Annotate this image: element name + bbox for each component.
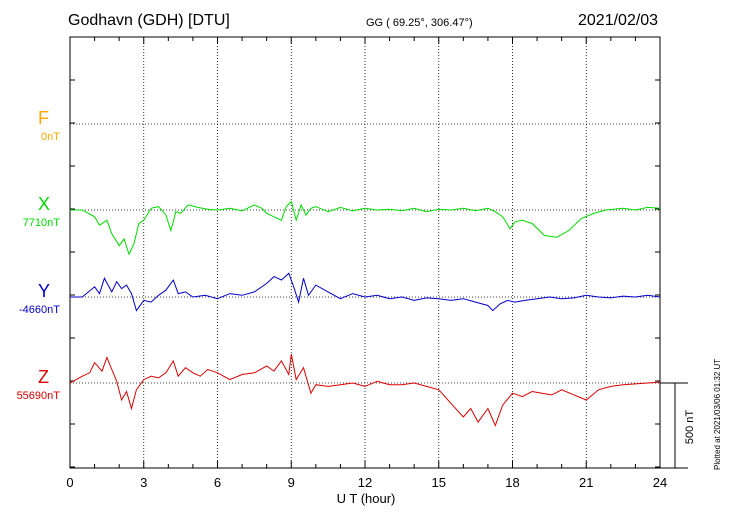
x-tick-label-21: 21 xyxy=(579,475,593,490)
x-ticks: 0 3 6 9 12 15 18 21 24 xyxy=(66,37,667,490)
label-x: X xyxy=(38,194,51,214)
series-line-y xyxy=(70,272,661,312)
station-title: Godhavn (GDH) [DTU] xyxy=(68,12,230,29)
series-line-x xyxy=(70,200,661,256)
station-coordinates: GG ( 69.25°, 306.47°) xyxy=(366,17,473,29)
label-f: F xyxy=(38,108,49,128)
baseline-z: 55690nT xyxy=(16,390,60,402)
baseline-x: 7710nT xyxy=(22,217,60,229)
x-tick-label-6: 6 xyxy=(214,475,221,490)
x-tick-label-24: 24 xyxy=(653,475,667,490)
baseline-f: 0nT xyxy=(41,131,60,143)
series-line-z xyxy=(69,354,661,427)
scale-bar: 500 nT xyxy=(660,382,696,469)
x-axis-label: U T (hour) xyxy=(337,491,396,506)
x-tick-label-18: 18 xyxy=(505,475,519,490)
baseline-y: -4660nT xyxy=(19,304,60,316)
x-tick-label-9: 9 xyxy=(288,475,295,490)
x-tick-label-0: 0 xyxy=(66,475,73,490)
label-y: Y xyxy=(38,281,51,301)
label-z: Z xyxy=(38,367,49,387)
x-tick-label-3: 3 xyxy=(140,475,147,490)
series-lines xyxy=(69,200,661,427)
x-tick-label-15: 15 xyxy=(432,475,446,490)
grid xyxy=(70,37,660,468)
scale-bar-label: 500 nT xyxy=(684,410,696,445)
plot-date: 2021/02/03 xyxy=(578,12,659,29)
x-tick-label-12: 12 xyxy=(358,475,372,490)
